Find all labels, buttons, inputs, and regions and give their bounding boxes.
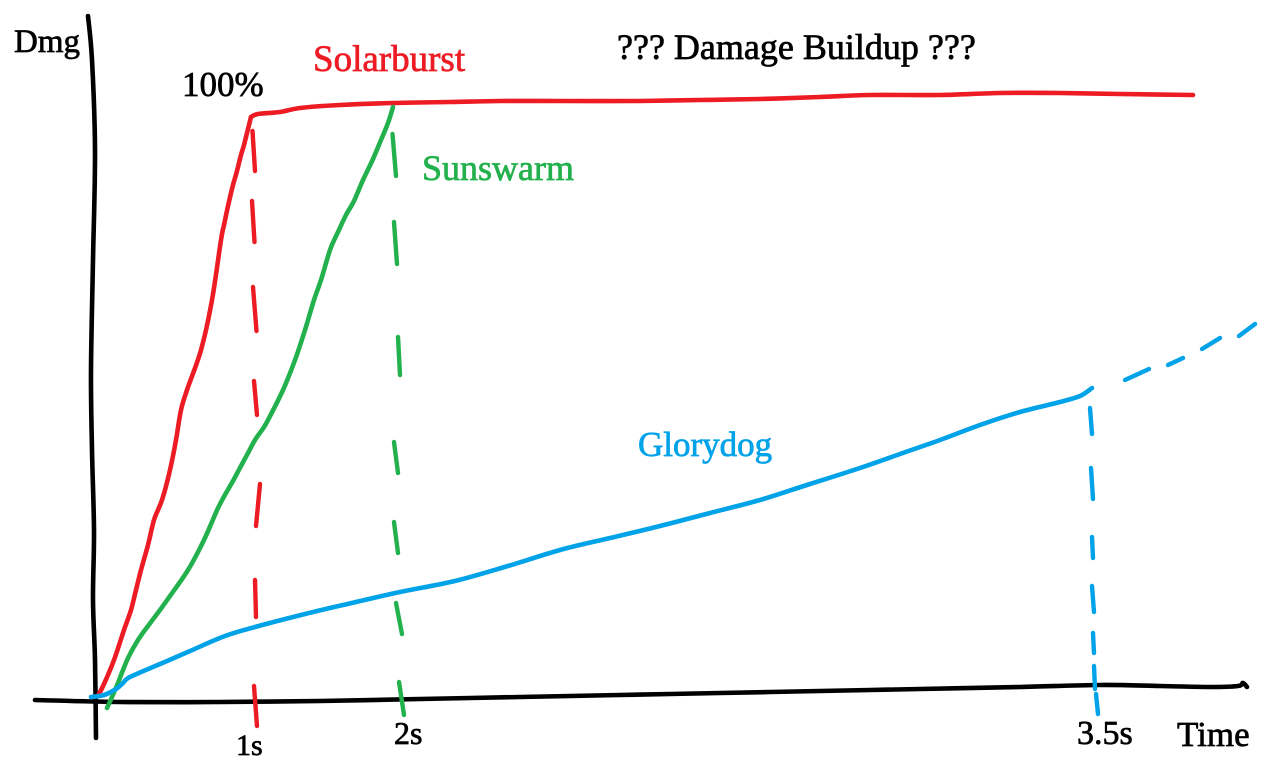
svg-text:Glorydog: Glorydog xyxy=(638,425,772,464)
svg-text:1s: 1s xyxy=(236,729,263,762)
svg-text:100%: 100% xyxy=(182,65,264,104)
svg-text:Sunswarm: Sunswarm xyxy=(422,148,574,188)
svg-text:Dmg: Dmg xyxy=(14,24,80,60)
svg-text:Time: Time xyxy=(1177,715,1250,754)
svg-text:??? Damage Buildup ???: ??? Damage Buildup ??? xyxy=(617,27,976,67)
svg-text:2s: 2s xyxy=(394,715,422,751)
svg-text:Solarburst: Solarburst xyxy=(313,39,466,80)
svg-text:3.5s: 3.5s xyxy=(1077,715,1133,752)
